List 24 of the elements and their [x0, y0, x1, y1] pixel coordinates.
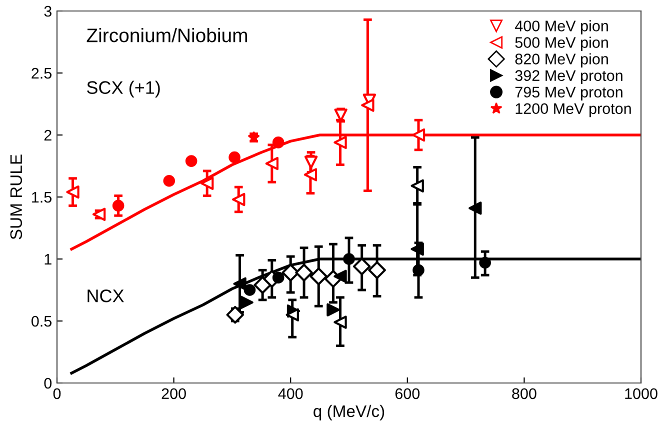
text: Zirconium/Niobium [86, 28, 247, 42]
x-tick-label: 600 [395, 388, 420, 400]
legend-label: 820 MeV pion [515, 53, 608, 68]
x-tick-label: 200 [162, 388, 186, 400]
y-tick-label: 2.5 [32, 68, 52, 79]
y-tick-label: 3 [44, 6, 52, 17]
annotation: SCX (+1) [87, 80, 160, 98]
legend-label: 795 MeV proton [515, 86, 622, 101]
y-tick-label: 1 [44, 254, 52, 265]
y-axis-title: SUM RULE [10, 154, 22, 240]
annotation: NCX [88, 290, 124, 302]
legend-label: 500 MeV pion [515, 36, 608, 51]
x-tick-label: 400 [278, 388, 303, 400]
y-tick-label: 1.5 [32, 192, 52, 203]
y-tick-label: 0.5 [32, 316, 52, 327]
x-tick-label: 1000 [625, 388, 658, 400]
x-tick-label: 0 [53, 388, 61, 400]
y-tick-label: 0 [44, 378, 52, 389]
legend-label: 392 MeV proton [515, 70, 622, 84]
legend-label: 1200 MeV proton [516, 103, 631, 118]
legend-label: 400 MeV pion [514, 20, 608, 34]
y-tick-label: 2 [44, 130, 52, 141]
x-tick-label: 800 [512, 388, 536, 400]
x-axis-title: q (MeV/c) [314, 404, 384, 420]
